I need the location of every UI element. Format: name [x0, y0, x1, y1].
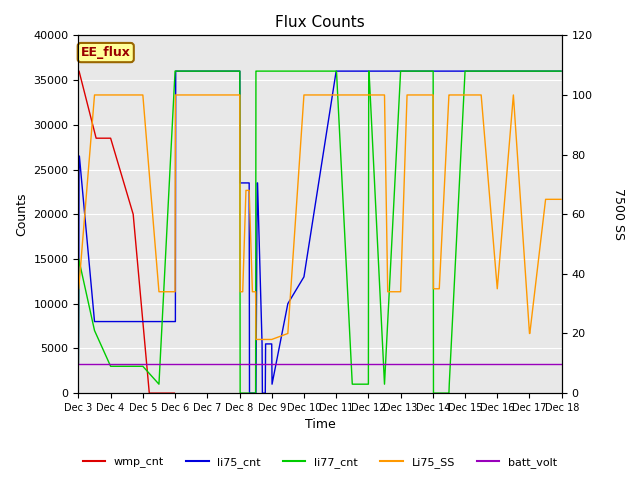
Text: EE_flux: EE_flux [81, 46, 131, 59]
Title: Flux Counts: Flux Counts [275, 15, 365, 30]
Y-axis label: Counts: Counts [15, 192, 28, 236]
Legend: wmp_cnt, li75_cnt, li77_cnt, Li75_SS, batt_volt: wmp_cnt, li75_cnt, li77_cnt, Li75_SS, ba… [78, 452, 562, 472]
Y-axis label: 7500 SS: 7500 SS [612, 188, 625, 240]
X-axis label: Time: Time [305, 419, 335, 432]
